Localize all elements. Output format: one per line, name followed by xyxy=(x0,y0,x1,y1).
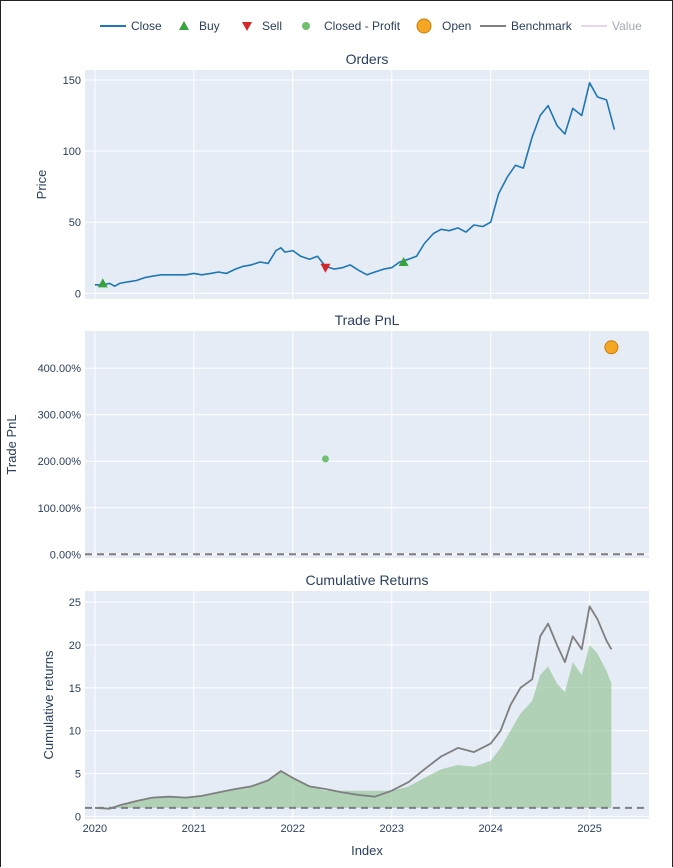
x-axis-label: Index xyxy=(351,843,383,858)
legend-label: Sell xyxy=(262,19,282,33)
x-tick-label: 2025 xyxy=(577,823,601,835)
y-tick-label: 5 xyxy=(75,769,81,781)
legend-item-benchmark: Benchmark xyxy=(480,19,573,33)
y-tick-label: 300.00% xyxy=(38,410,82,422)
legend-item-open: Open xyxy=(416,18,471,34)
legend-label: Value xyxy=(612,19,642,33)
subplot-title: Trade PnL xyxy=(335,312,400,328)
y-axis-label: Cumulative returns xyxy=(41,650,56,760)
subplot-title: Cumulative Returns xyxy=(306,572,429,588)
buy-marker xyxy=(398,257,409,267)
y-tick-label: 150 xyxy=(63,75,81,87)
y-tick-label: 400.00% xyxy=(38,363,82,375)
open-trade-point xyxy=(604,340,619,355)
sell-marker xyxy=(320,263,331,273)
y-tick-label: 15 xyxy=(69,683,81,695)
y-tick-label: 0.00% xyxy=(50,549,81,561)
x-tick-label: 2020 xyxy=(83,823,107,835)
y-tick-label: 0 xyxy=(75,288,81,300)
subplot-title: Orders xyxy=(346,51,389,67)
plot-area xyxy=(85,70,649,299)
legend-item-closed-profit: Closed - Profit xyxy=(302,19,401,33)
legend-swatch xyxy=(416,18,432,34)
legend-item-value: Value xyxy=(581,19,642,33)
y-tick-label: 0 xyxy=(75,811,81,823)
y-tick-label: 20 xyxy=(69,640,81,652)
subplot-orders: 0 50 100 150 Orders Price xyxy=(34,51,649,300)
y-axis-label: Price xyxy=(34,170,49,200)
y-tick-label: 100 xyxy=(63,146,81,158)
series-benchmark-line xyxy=(94,605,613,810)
y-tick-label: 10 xyxy=(69,726,81,738)
legend-swatch xyxy=(302,22,310,30)
legend-label: Buy xyxy=(199,19,220,33)
y-tick-label: 50 xyxy=(69,217,81,229)
legend-item-buy: Buy xyxy=(179,19,220,33)
legend-item-close: Close xyxy=(100,19,162,33)
legend-label: Closed - Profit xyxy=(324,19,401,33)
y-axis-label: Trade PnL xyxy=(4,414,19,474)
legend-swatch xyxy=(242,22,252,31)
x-tick-label: 2022 xyxy=(281,823,305,835)
legend-swatch xyxy=(179,21,189,30)
legend-item-sell: Sell xyxy=(242,19,282,33)
closed-profit-point xyxy=(321,455,329,463)
legend-label: Benchmark xyxy=(511,19,573,33)
series-close-line xyxy=(94,82,616,288)
y-tick-label: 25 xyxy=(69,597,81,609)
x-tick-label: 2024 xyxy=(478,823,502,835)
subplot-trade-pnl: 0.00% 100.00% 200.00% 300.00% 400.00% Trade P… xyxy=(4,312,649,561)
y-tick-label: 200.00% xyxy=(38,456,82,468)
plot-area xyxy=(85,331,649,558)
x-tick-label: 2023 xyxy=(379,823,403,835)
buy-marker xyxy=(97,278,108,288)
y-tick-label: 100.00% xyxy=(38,503,82,515)
value-area xyxy=(94,645,612,809)
legend-label: Close xyxy=(131,19,162,33)
x-tick-label: 2021 xyxy=(182,823,206,835)
legend-label: Open xyxy=(442,19,471,33)
